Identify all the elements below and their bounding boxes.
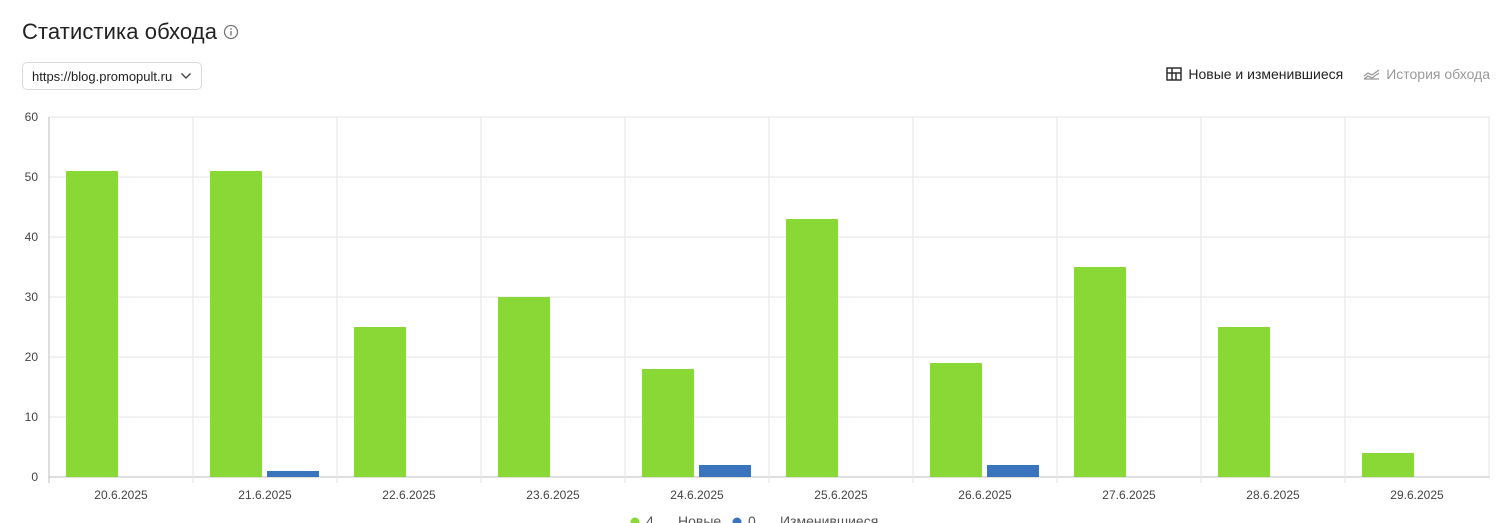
page-title: Статистика обхода [22, 19, 218, 44]
info-circle-icon[interactable] [223, 24, 239, 40]
bar-new[interactable] [930, 363, 982, 477]
bar-changed[interactable] [699, 465, 751, 477]
tab-crawl-history[interactable]: История обхода [1363, 66, 1490, 82]
legend-marker [732, 517, 742, 523]
bar-new[interactable] [642, 369, 694, 477]
tab-crawl-history-label: История обхода [1386, 66, 1490, 82]
x-tick-label: 27.6.2025 [1102, 488, 1156, 502]
chart-grid [48, 116, 1490, 483]
y-tick-label: 40 [25, 230, 39, 244]
bar-changed[interactable] [987, 465, 1039, 477]
x-axis-ticks: 20.6.2025 21.6.2025 22.6.2025 23.6.2025 24.6… [94, 488, 1444, 502]
bar-new[interactable] [786, 219, 838, 477]
bar-new[interactable] [1362, 453, 1414, 477]
bar-new[interactable] [1218, 327, 1270, 477]
y-tick-label: 10 [25, 410, 39, 424]
table-icon [1166, 67, 1183, 81]
x-tick-label: 28.6.2025 [1246, 488, 1300, 502]
y-tick-label: 20 [25, 350, 39, 364]
y-axis-ticks: 0 10 20 30 40 50 60 [25, 110, 39, 484]
legend-count: 4 [646, 513, 654, 523]
chart-legend: 4 Новые 0 Изменившиеся [630, 513, 879, 523]
tab-new-and-changed-label: Новые и изменившиеся [1188, 66, 1344, 82]
legend-item[interactable]: 0 Изменившиеся [732, 513, 879, 523]
legend-label: Изменившиеся [780, 513, 878, 523]
x-tick-label: 20.6.2025 [94, 488, 148, 502]
x-tick-label: 23.6.2025 [526, 488, 580, 502]
y-tick-label: 0 [31, 470, 38, 484]
bar-new[interactable] [66, 171, 118, 477]
area-chart-icon [1363, 69, 1380, 80]
view-tabs: Новые и изменившиеся История обхода [1146, 66, 1490, 82]
legend-marker [630, 517, 640, 523]
x-tick-label: 26.6.2025 [958, 488, 1012, 502]
x-tick-label: 24.6.2025 [670, 488, 724, 502]
site-select[interactable]: https://blog.promopult.ru [22, 62, 202, 90]
bar-new[interactable] [498, 297, 550, 477]
bar-changed[interactable] [267, 471, 319, 477]
x-tick-label: 29.6.2025 [1390, 488, 1444, 502]
chart-bars [66, 171, 1414, 477]
bar-new[interactable] [354, 327, 406, 477]
x-tick-label: 21.6.2025 [238, 488, 292, 502]
bar-new[interactable] [1074, 267, 1126, 477]
y-tick-label: 60 [25, 110, 39, 124]
x-tick-label: 22.6.2025 [382, 488, 436, 502]
legend-item[interactable]: 4 Новые [630, 513, 722, 523]
chevron-down-icon [181, 73, 191, 79]
title-row: Статистика обхода [22, 19, 239, 45]
y-tick-label: 50 [25, 170, 39, 184]
legend-label: Новые [678, 513, 721, 523]
site-select-value: https://blog.promopult.ru [32, 68, 173, 84]
legend-count: 0 [748, 513, 756, 523]
tab-new-and-changed[interactable]: Новые и изменившиеся [1166, 66, 1343, 82]
bar-new[interactable] [210, 171, 262, 477]
x-tick-label: 25.6.2025 [814, 488, 868, 502]
y-tick-label: 30 [25, 290, 39, 304]
